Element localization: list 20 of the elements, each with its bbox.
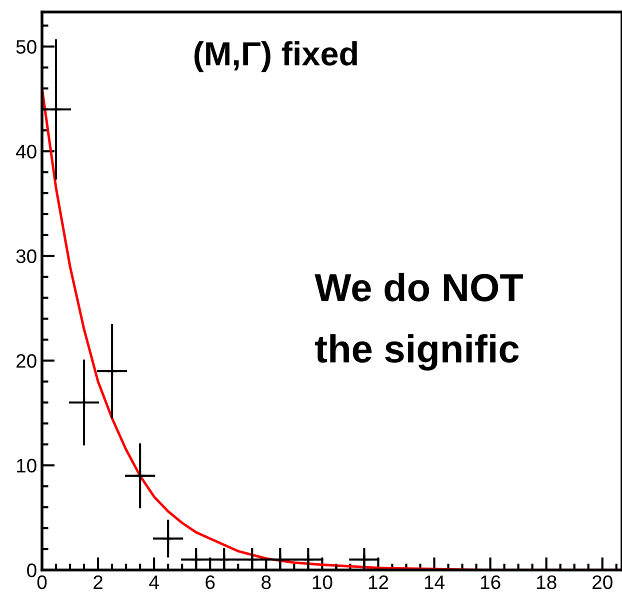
x-tick-label: 12: [368, 575, 388, 589]
y-tick-label: 0: [27, 563, 36, 578]
x-tick-label: 2: [94, 575, 102, 589]
annotation: We do NOT: [314, 272, 524, 302]
x-tick-label: 14: [424, 576, 445, 589]
x-tick-label: 8: [262, 575, 271, 590]
x-tick-label: 16: [480, 575, 500, 590]
x-tick-label: 18: [537, 575, 556, 590]
y-tick-label: 40: [16, 144, 36, 158]
x-tick-label: 20: [592, 575, 612, 590]
y-tick-label: 30: [16, 249, 36, 264]
annotation: (M,Γ) fixed: [194, 41, 357, 72]
x-tick-label: 4: [149, 576, 159, 589]
x-tick-label: 0: [37, 575, 47, 590]
x-tick-label: 6: [206, 575, 215, 590]
y-tick-label: 20: [16, 354, 36, 368]
annotation: the signific: [315, 334, 519, 371]
y-tick-label: 10: [16, 458, 36, 473]
x-tick-label: 10: [312, 575, 332, 590]
y-tick-label: 50: [16, 40, 36, 54]
